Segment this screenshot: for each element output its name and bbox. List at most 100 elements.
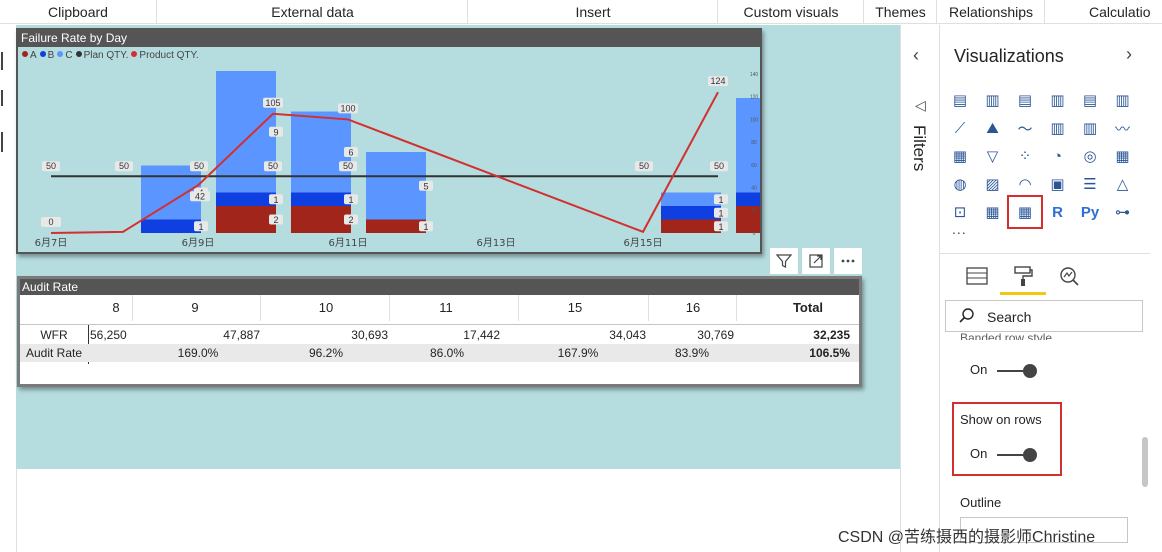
matrix-total-cell: 106.5% [809, 346, 850, 360]
bar-data-label: 1 [348, 195, 353, 205]
x-tick-label: 6月7日 [35, 237, 68, 249]
show-on-rows-toggle[interactable]: On [970, 445, 1037, 463]
100-column-icon[interactable]: ▥ [1115, 92, 1130, 109]
data-label-box [339, 161, 357, 172]
legend-item[interactable]: A [22, 50, 37, 61]
gauge-icon[interactable]: ◠ [1018, 176, 1032, 193]
clustered-bar-icon[interactable]: ▤ [1017, 92, 1033, 109]
filled-map-icon[interactable]: ▨ [985, 176, 1000, 193]
matrix-body: 8 9 10 11 15 16 Total WFR 56,250 47,887 … [20, 295, 859, 384]
stacked-area-icon[interactable]: 〜 [1017, 120, 1033, 138]
donut-chart-icon[interactable]: ◎ [1083, 148, 1097, 165]
column-header-total[interactable]: Total [792, 300, 824, 315]
data-label-box [338, 103, 358, 114]
bar-data-label: 1 [423, 222, 428, 232]
treemap-icon[interactable]: ▦ [1115, 148, 1130, 165]
ribbon-group-calculations[interactable]: Calculatio [1089, 4, 1151, 20]
multirow-card-icon[interactable]: ☰ [1083, 176, 1097, 193]
ribbon-group-themes[interactable]: Themes [865, 0, 937, 24]
left-view-strip [0, 24, 16, 552]
bar-segment [661, 192, 721, 206]
stacked-bar-icon[interactable]: ▤ [952, 92, 968, 109]
toggle-switch[interactable] [996, 363, 1037, 378]
format-search-input[interactable]: Search [945, 300, 1143, 332]
toggle-switch[interactable] [996, 447, 1037, 462]
map-icon[interactable]: ◍ [953, 176, 967, 193]
filter-icon[interactable] [770, 248, 798, 274]
visual-header [770, 248, 862, 274]
waterfall-icon[interactable]: ▦ [952, 148, 968, 165]
scatter-icon[interactable]: ⁘ [1018, 148, 1032, 165]
bar-data-label: 1 [718, 222, 723, 232]
funnel-chart-icon[interactable]: ▽ [986, 148, 999, 165]
area-chart-icon[interactable]: ⛰ [986, 119, 999, 137]
analytics-tab-icon[interactable] [1054, 263, 1084, 289]
slicer-icon[interactable]: ⊡ [953, 204, 967, 221]
visualizations-pane: Visualizations › ▤ ▥ ▤ ▥ ▤ ▥ ⟋ ⛰ 〜 ▥ ▥ 〰 ▦ ▽ ⁘ ◔ ◎ ▦ ◍ ▨ ◠ ▣ ☰… [940, 25, 1162, 552]
clustered-column-icon[interactable]: ▥ [1050, 92, 1065, 109]
ribbon-group-external-data[interactable]: External data [158, 0, 468, 24]
filters-pane[interactable]: ‹ ◁ Filters [900, 25, 940, 552]
x-tick-label: 6月9日 [182, 237, 215, 249]
product-qty-label: 0 [48, 217, 53, 227]
filters-label[interactable]: Filters [910, 125, 929, 172]
ribbon-group-custom-visuals[interactable]: Custom visuals [719, 0, 864, 24]
ribbon-group-relationships[interactable]: Relationships [938, 0, 1045, 24]
toggle-state-label: On [970, 446, 988, 461]
view-icon[interactable] [1, 90, 3, 106]
legend-item[interactable]: B [39, 50, 54, 61]
banded-row-toggle[interactable]: On [970, 361, 1037, 379]
matrix-cell: 96.2% [308, 346, 344, 360]
legend-item[interactable]: C [57, 50, 73, 61]
more-visuals-button[interactable]: ... [952, 221, 967, 237]
table-icon[interactable]: ▦ [985, 204, 1000, 221]
product-qty-label: 100 [340, 103, 355, 113]
chevron-left-icon[interactable]: ‹ [913, 45, 919, 65]
format-pane-scrollbar[interactable] [1142, 437, 1148, 487]
plan-qty-label: 50 [343, 161, 353, 171]
legend-item[interactable]: Product QTY. [131, 50, 199, 61]
more-options-icon[interactable] [834, 248, 862, 274]
focus-mode-icon[interactable] [802, 248, 830, 274]
row-header[interactable]: Audit Rate [25, 346, 83, 360]
column-header[interactable]: 11 [439, 300, 453, 315]
column-header[interactable]: 16 [685, 300, 701, 315]
row-header[interactable]: WFR [40, 328, 68, 342]
stacked-column-icon[interactable]: ▥ [985, 92, 1000, 109]
matrix-visual[interactable]: Audit Rate 8 9 10 11 15 16 Total WFR 56,… [17, 276, 862, 387]
legend-dot [57, 51, 64, 57]
outline-select[interactable] [960, 517, 1128, 543]
chevron-right-icon[interactable]: › [1126, 44, 1132, 64]
legend-dot [22, 51, 28, 57]
chart-title: Failure Rate by Day [18, 30, 760, 47]
column-header[interactable]: 8 [112, 300, 120, 315]
python-visual-icon[interactable]: Py [1080, 203, 1100, 221]
column-header[interactable]: 10 [318, 300, 334, 315]
column-header[interactable]: 15 [567, 300, 583, 315]
format-tab-icon[interactable] [1008, 263, 1038, 289]
r-visual-icon[interactable]: R [1052, 203, 1063, 221]
pie-chart-icon[interactable]: ◔ [1052, 147, 1063, 165]
legend-item[interactable]: Plan QTY. [75, 50, 128, 61]
fields-tab-icon[interactable] [962, 263, 992, 289]
data-label-box [42, 161, 60, 172]
ribbon-chart-icon[interactable]: 〰 [1114, 120, 1130, 138]
line-column-icon[interactable]: ▥ [1050, 120, 1065, 137]
ribbon-group-insert[interactable]: Insert [469, 0, 718, 24]
card-icon[interactable]: ▣ [1050, 176, 1065, 193]
line-chart-icon[interactable]: ⟋ [954, 119, 966, 137]
product-qty-line [50, 91, 719, 234]
matrix-icon[interactable]: ▦ [1007, 195, 1043, 229]
view-icon[interactable] [1, 132, 3, 152]
matrix-cell: 47,887 [223, 328, 260, 342]
line-clustered-icon[interactable]: ▥ [1082, 120, 1098, 137]
matrix-title: Audit Rate [20, 279, 859, 295]
view-icon[interactable] [1, 52, 3, 70]
bar-segment [736, 98, 760, 193]
100-bar-icon[interactable]: ▤ [1082, 92, 1098, 109]
ribbon-group-clipboard[interactable]: Clipboard [0, 0, 157, 24]
kpi-icon[interactable]: △ [1116, 176, 1129, 193]
column-header[interactable]: 9 [191, 300, 199, 315]
chart-visual[interactable]: 1421921615111217505050505050500421051001… [16, 28, 762, 254]
key-influencers-icon[interactable]: ⊶ [1115, 204, 1130, 221]
